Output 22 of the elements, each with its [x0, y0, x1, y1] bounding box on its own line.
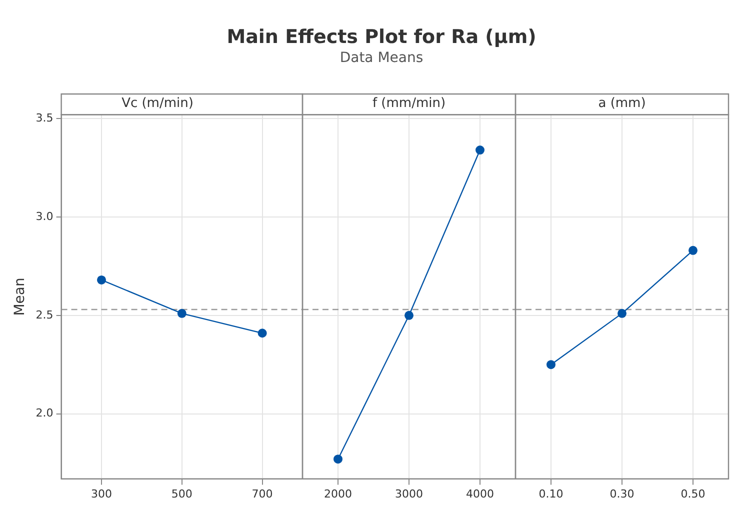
chart-title: Vc (m/min): [122, 96, 194, 112]
text: Data Means: [338, 50, 424, 66]
x-tick-label: 700: [252, 487, 273, 500]
text: Main Effects Plot for Ra (µm): [226, 26, 538, 48]
chart-title: a (mm): [598, 96, 646, 112]
y-tick-label: 2.0: [36, 406, 54, 420]
y-tick-label: 2.5: [36, 308, 54, 322]
point: [177, 308, 186, 318]
y-tick-label: 3.5: [36, 111, 54, 124]
point: [96, 275, 106, 284]
x-tick-label: 4000: [466, 487, 494, 500]
x-tick-label: 0.50: [680, 487, 706, 500]
x-tick-label: 300: [90, 487, 112, 500]
x-tick-label: 2000: [324, 487, 352, 500]
y-tick-label: 3.0: [36, 210, 54, 223]
x-tick-label: 0.10: [538, 487, 564, 500]
chart-title: f (mm/min): [372, 96, 446, 112]
x-tick-label: 3000: [395, 487, 423, 500]
x-tick-label: 0.30: [610, 487, 634, 500]
y-axis-title: Mean: [12, 278, 28, 316]
x-tick-label: 500: [171, 487, 192, 500]
point: [258, 328, 267, 338]
